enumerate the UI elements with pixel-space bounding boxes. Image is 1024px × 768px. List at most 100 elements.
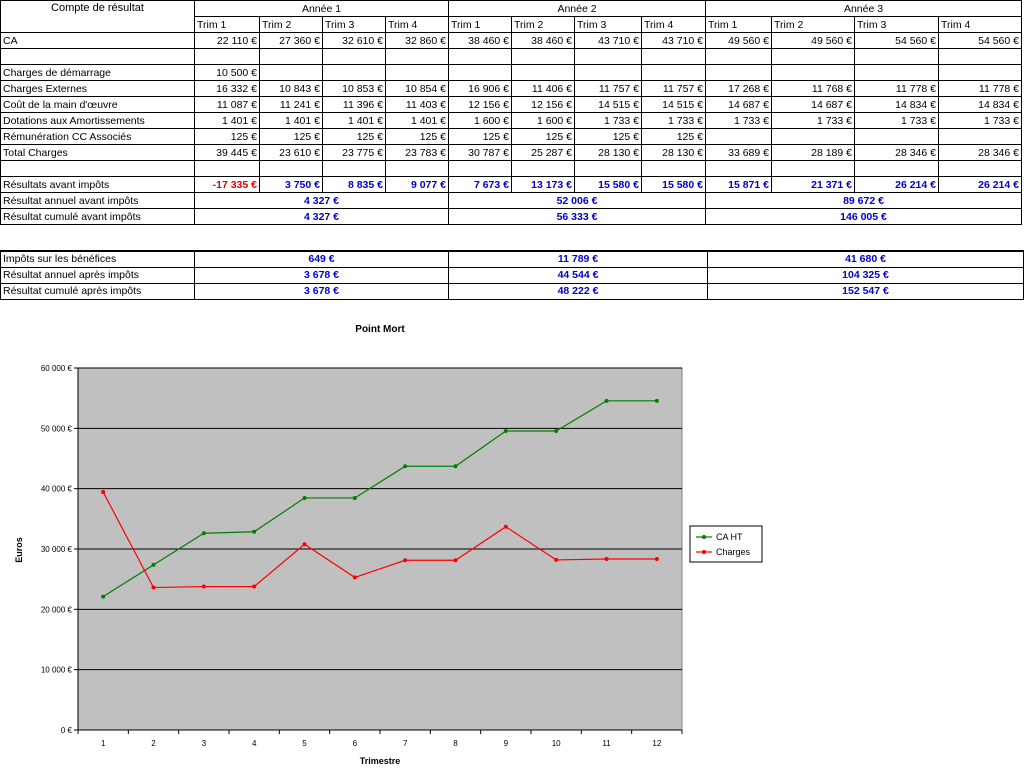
quarter-header: Trim 4 — [938, 16, 1022, 33]
row-label: Coût de la main d'œuvre — [0, 96, 195, 113]
quarter-header: Trim 2 — [511, 16, 575, 33]
table-cell: 1 733 € — [771, 112, 855, 129]
table-cell — [705, 160, 772, 177]
y-tick-label: 20 000 € — [41, 605, 73, 614]
table-cell — [641, 48, 706, 65]
data-point — [302, 542, 307, 547]
break-even-chart: Point Mort 0 € 10 000 € 20 000 € 30 000 € 40… — [0, 316, 1024, 768]
table-cell: 22 110 € — [194, 32, 260, 49]
y-tick-label: 50 000 € — [41, 424, 73, 433]
result-cell: 8 835 € — [322, 176, 386, 193]
data-point — [352, 495, 357, 500]
y-tick-label: 10 000 € — [41, 666, 73, 675]
result-cell: 26 214 € — [854, 176, 939, 193]
table-cell: 14 687 € — [705, 96, 772, 113]
data-point — [453, 464, 458, 469]
tax-cell: 3 678 € — [194, 282, 449, 300]
corner-label: Compte de résultat — [0, 0, 195, 33]
y-tick-label: 0 € — [61, 726, 73, 735]
data-point — [654, 398, 659, 403]
result-cell: -17 335 € — [194, 176, 260, 193]
data-point — [151, 562, 156, 567]
table-cell: 10 843 € — [259, 80, 323, 97]
table-cell: 11 241 € — [259, 96, 323, 113]
table-cell: 125 € — [574, 128, 642, 145]
row-label: Charges Externes — [0, 80, 195, 97]
table-cell: 1 401 € — [385, 112, 449, 129]
table-row: Charges Externes 16 332 €10 843 €10 853 €… — [0, 80, 1022, 97]
table-cell: 14 687 € — [771, 96, 855, 113]
table-cell: 1 401 € — [259, 112, 323, 129]
table-cell: 32 610 € — [322, 32, 386, 49]
x-tick-label: 5 — [302, 739, 307, 748]
result-cell: 13 173 € — [511, 176, 575, 193]
result-cell: 21 371 € — [771, 176, 855, 193]
row-label — [0, 48, 195, 65]
table-cell: 30 787 € — [448, 144, 512, 161]
result-cell: 7 673 € — [448, 176, 512, 193]
table-cell: 28 130 € — [641, 144, 706, 161]
annual-cell: 52 006 € — [448, 192, 706, 209]
table-cell: 11 087 € — [194, 96, 260, 113]
row-label: Dotations aux Amortissements — [0, 112, 195, 129]
table-cell: 11 396 € — [322, 96, 386, 113]
quarter-header: Trim 3 — [574, 16, 642, 33]
table-row — [0, 48, 1022, 65]
result-cell: 15 871 € — [705, 176, 772, 193]
tax-cell: 44 544 € — [448, 266, 708, 284]
table-cell — [322, 64, 386, 81]
table-cell — [771, 160, 855, 177]
table-cell: 1 733 € — [641, 112, 706, 129]
result-cell: 9 077 € — [385, 176, 449, 193]
table-cell: 12 156 € — [448, 96, 512, 113]
result-cell: 26 214 € — [938, 176, 1022, 193]
quarter-header: Trim 1 — [705, 16, 772, 33]
x-tick-label: 8 — [453, 739, 458, 748]
table-cell — [938, 128, 1022, 145]
table-row: Charges de démarrage 10 500 € — [0, 64, 1022, 81]
table-cell — [511, 64, 575, 81]
data-point — [403, 464, 408, 469]
table-cell: 14 834 € — [938, 96, 1022, 113]
table-row: CA 22 110 €27 360 €32 610 €32 860 €38 460… — [0, 32, 1022, 49]
row-label: Résultat annuel avant impôts — [0, 192, 195, 209]
data-point — [252, 584, 257, 589]
quarter-header: Trim 1 — [194, 16, 260, 33]
table-cell — [448, 160, 512, 177]
table-cell — [259, 48, 323, 65]
x-tick-label: 2 — [151, 739, 156, 748]
table-cell: 43 710 € — [574, 32, 642, 49]
tax-cell: 104 325 € — [707, 266, 1024, 284]
data-point — [554, 557, 559, 562]
row-label: Impôts sur les bénéfices — [0, 250, 195, 268]
x-tick-label: 6 — [353, 739, 358, 748]
table-cell: 1 733 € — [705, 112, 772, 129]
row-label: Résultats avant impôts — [0, 176, 195, 193]
table-cell — [641, 160, 706, 177]
table-cell: 11 768 € — [771, 80, 855, 97]
quarter-header: Trim 3 — [854, 16, 939, 33]
series-line-charges — [102, 491, 657, 589]
year-header: Année 3 — [705, 0, 1022, 17]
table-cell: 39 445 € — [194, 144, 260, 161]
table-cell — [322, 160, 386, 177]
row-label: Total Charges — [0, 144, 195, 161]
table-cell: 23 775 € — [322, 144, 386, 161]
table-cell: 11 757 € — [641, 80, 706, 97]
table-cell: 1 733 € — [938, 112, 1022, 129]
row-label: Résultat annuel après impôts — [0, 266, 195, 284]
table-cell — [705, 128, 772, 145]
quarter-header: Trim 2 — [771, 16, 855, 33]
table-cell: 25 287 € — [511, 144, 575, 161]
table-cell: 28 189 € — [771, 144, 855, 161]
table-cell: 11 778 € — [854, 80, 939, 97]
table-cell: 33 689 € — [705, 144, 772, 161]
table-cell: 11 406 € — [511, 80, 575, 97]
chart-legend: CA HT Charges — [689, 525, 763, 563]
x-tick-label: 10 — [552, 739, 561, 748]
table-cell: 14 515 € — [574, 96, 642, 113]
tax-cell: 3 678 € — [194, 266, 449, 284]
legend-marker — [702, 535, 706, 539]
legend-box — [689, 525, 763, 563]
table-cell — [771, 128, 855, 145]
